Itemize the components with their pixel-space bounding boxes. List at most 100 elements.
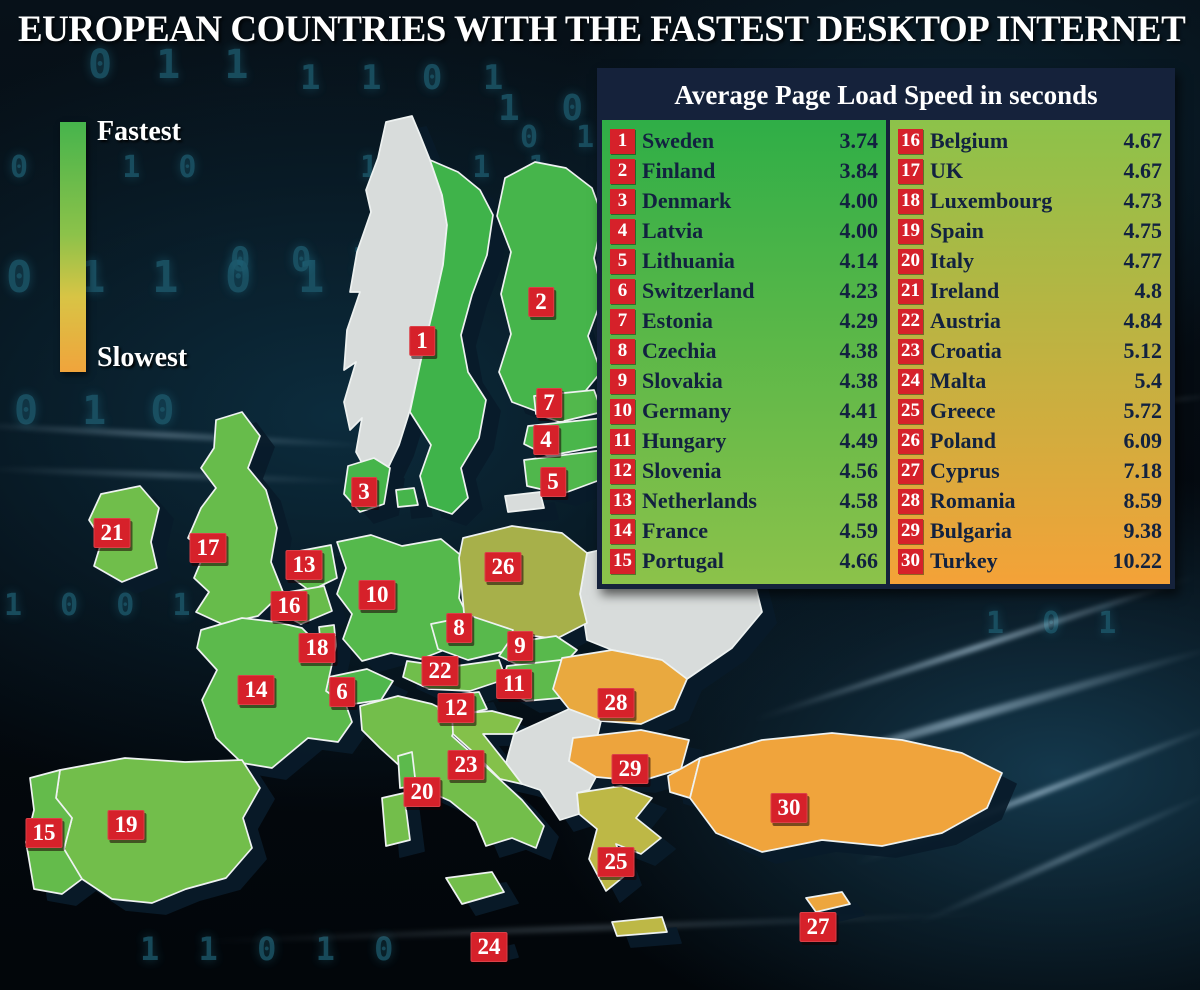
map-marker: 13 (285, 550, 323, 580)
table-row: 24 Malta 5.4 (898, 366, 1162, 396)
map-marker-number: 4 (540, 427, 552, 452)
table-row: 8 Czechia 4.38 (610, 336, 878, 366)
rank-badge: 30 (898, 548, 923, 574)
country-name: Luxembourg (930, 188, 1053, 213)
map-marker-number: 5 (547, 469, 559, 494)
map-marker: 26 (484, 552, 522, 582)
map-marker-number: 25 (604, 849, 628, 874)
map-marker: 2 (528, 287, 554, 317)
rank-badge: 4 (610, 218, 635, 244)
panel-body: 1 Sweden 3.74 2 Finland 3.84 3 Denmark 4… (602, 120, 1170, 584)
speed-value: 4.00 (839, 188, 879, 213)
table-row: 10 Germany 4.41 (610, 396, 878, 426)
map-marker: 22 (421, 656, 459, 686)
map-marker-number: 7 (543, 390, 555, 415)
country-name: Spain (930, 218, 984, 243)
map-marker-number: 3 (358, 479, 370, 504)
panel-column-right: 16 Belgium 4.67 17 UK 4.67 18 Luxembourg… (886, 120, 1170, 584)
map-marker-number: 10 (365, 582, 389, 607)
rank-badge: 28 (898, 488, 923, 514)
rank-badge: 18 (898, 188, 923, 214)
speed-value: 4.59 (839, 518, 879, 543)
rank-badge: 2 (610, 158, 635, 184)
country-name: Latvia (642, 218, 704, 243)
binary-text: 0 1 (520, 120, 605, 155)
speed-value: 8.59 (1123, 488, 1163, 513)
binary-text: 1 1 0 1 (300, 58, 514, 98)
map-marker: 20 (403, 777, 441, 807)
map-marker-number: 27 (806, 914, 830, 939)
country-name: Denmark (642, 188, 732, 213)
country-name: Romania (930, 488, 1016, 513)
speed-value: 4.49 (839, 428, 879, 453)
speed-value: 4.75 (1123, 218, 1163, 243)
map-marker: 5 (540, 467, 566, 497)
map-marker-number: 29 (618, 756, 642, 781)
table-row: 27 Cyprus 7.18 (898, 456, 1162, 486)
map-marker-number: 15 (32, 820, 56, 845)
country-name: Italy (930, 248, 974, 273)
table-row: 25 Greece 5.72 (898, 396, 1162, 426)
speed-value: 3.74 (839, 128, 879, 153)
speed-value: 4.56 (839, 458, 879, 483)
rank-badge: 20 (898, 248, 923, 274)
table-row: 18 Luxembourg 4.73 (898, 186, 1162, 216)
rank-badge: 3 (610, 188, 635, 214)
table-row: 12 Slovenia 4.56 (610, 456, 878, 486)
binary-text: 1 1 0 1 0 (140, 930, 404, 968)
map-marker-number: 11 (503, 671, 525, 696)
speed-value: 9.38 (1123, 518, 1163, 543)
table-row: 16 Belgium 4.67 (898, 126, 1162, 156)
country-name: Estonia (642, 308, 713, 333)
map-marker: 24 (470, 932, 508, 962)
binary-text: 1 0 (498, 88, 594, 129)
speed-value: 4.29 (839, 308, 879, 333)
table-row: 15 Portugal 4.66 (610, 546, 878, 576)
rank-badge: 1 (610, 128, 635, 154)
country-name: Cyprus (930, 458, 1000, 483)
map-marker-number: 14 (244, 677, 268, 702)
rank-badge: 22 (898, 308, 923, 334)
map-marker: 19 (107, 810, 145, 840)
map-marker-number: 18 (305, 635, 329, 660)
map-marker: 14 (237, 675, 275, 705)
map-marker-number: 19 (114, 812, 138, 837)
map-marker: 11 (496, 669, 532, 699)
speed-value: 7.18 (1123, 458, 1163, 483)
country-name: Belgium (930, 128, 1009, 153)
map-marker-number: 1 (416, 328, 428, 353)
map-marker-number: 24 (477, 934, 501, 959)
table-row: 4 Latvia 4.00 (610, 216, 878, 246)
rank-badge: 17 (898, 158, 923, 184)
speed-value: 4.67 (1123, 128, 1163, 153)
map-marker: 1 (409, 326, 435, 356)
map-marker-number: 26 (491, 554, 515, 579)
speed-value: 4.00 (839, 218, 879, 243)
country-name: Czechia (642, 338, 717, 363)
map-marker-number: 16 (277, 593, 301, 618)
country-name: UK (930, 158, 963, 183)
map-marker-number: 8 (453, 615, 465, 640)
table-row: 2 Finland 3.84 (610, 156, 878, 186)
speed-value: 5.12 (1123, 338, 1163, 363)
country-name: Sweden (642, 128, 715, 153)
speed-value: 4.66 (839, 548, 879, 573)
map-marker: 21 (93, 518, 131, 548)
binary-text: 0 1 0 (14, 388, 185, 434)
table-row: 22 Austria 4.84 (898, 306, 1162, 336)
country-name: Germany (642, 398, 732, 423)
panel-column-left: 1 Sweden 3.74 2 Finland 3.84 3 Denmark 4… (602, 120, 886, 584)
table-row: 19 Spain 4.75 (898, 216, 1162, 246)
map-marker: 9 (507, 631, 533, 661)
table-row: 26 Poland 6.09 (898, 426, 1162, 456)
rank-badge: 12 (610, 458, 635, 484)
map-marker: 8 (446, 613, 472, 643)
country-name: Hungary (642, 428, 727, 453)
speed-value: 4.58 (839, 488, 879, 513)
map-marker: 29 (611, 754, 649, 784)
map-marker-number: 17 (196, 535, 220, 560)
map-marker: 4 (533, 425, 559, 455)
map-marker-number: 20 (410, 779, 434, 804)
country-name: France (642, 518, 708, 543)
country-name: Ireland (930, 278, 1000, 303)
